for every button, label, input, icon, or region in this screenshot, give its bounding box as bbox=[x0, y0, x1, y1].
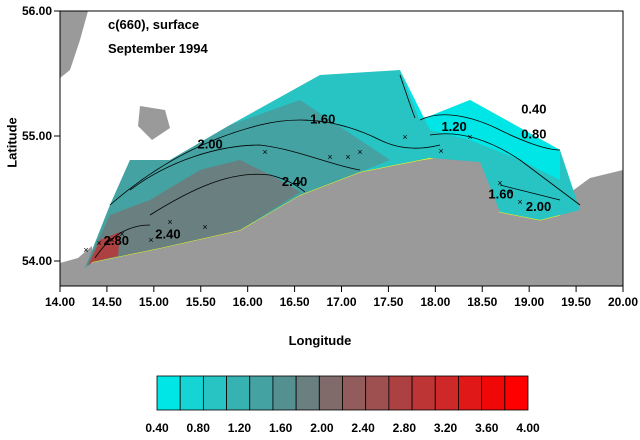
legend-swatch bbox=[481, 375, 506, 411]
contour-label: 2.80 bbox=[104, 233, 129, 248]
y-axis: 54.00 55.00 56.00 bbox=[22, 4, 60, 268]
contour-label: 0.40 bbox=[521, 102, 546, 117]
legend-label: 0.80 bbox=[187, 421, 211, 435]
legend-swatch bbox=[202, 375, 227, 411]
legend-label: 4.00 bbox=[516, 421, 540, 435]
map-subtitle: September 1994 bbox=[108, 41, 208, 56]
x-axis-label: Longitude bbox=[288, 333, 352, 348]
legend-swatch bbox=[272, 375, 297, 411]
x-tick-label: 15.50 bbox=[186, 295, 216, 309]
land-bornholm bbox=[138, 106, 170, 140]
legend-swatch bbox=[318, 375, 343, 411]
contour-label: 1.20 bbox=[441, 119, 466, 134]
legend-label: 1.20 bbox=[228, 421, 252, 435]
x-tick-label: 15.00 bbox=[139, 295, 169, 309]
color-legend: 0.40 0.80 1.20 1.60 2.00 2.40 2.80 3.20 3.60 4.00 bbox=[145, 375, 540, 435]
contour-line bbox=[149, 173, 306, 216]
contour-line bbox=[419, 114, 561, 151]
x-tick-label: 19.00 bbox=[514, 295, 544, 309]
legend-swatch bbox=[179, 375, 204, 411]
legend-label: 1.60 bbox=[269, 421, 293, 435]
legend-swatch bbox=[156, 375, 181, 411]
station-marker: × bbox=[83, 245, 88, 255]
map-title: c(660), surface bbox=[108, 17, 200, 32]
station-marker: × bbox=[167, 217, 172, 227]
contour-line bbox=[129, 144, 361, 191]
legend-swatch bbox=[365, 375, 390, 411]
x-tick-label: 14.00 bbox=[45, 295, 75, 309]
land-sweden bbox=[60, 11, 88, 78]
legend-label: 2.40 bbox=[351, 421, 375, 435]
legend-swatch bbox=[434, 375, 459, 411]
legend-swatch bbox=[295, 375, 320, 411]
y-axis-label: Latitude bbox=[4, 117, 20, 168]
contour-line bbox=[499, 184, 561, 201]
legend-swatch bbox=[504, 375, 529, 411]
contour-label: 2.40 bbox=[282, 174, 307, 189]
land-west bbox=[60, 246, 92, 286]
station-marker: × bbox=[202, 222, 207, 232]
legend-swatch bbox=[226, 375, 251, 411]
legend-label: 3.20 bbox=[434, 421, 458, 435]
x-tick-label: 20.00 bbox=[608, 295, 638, 309]
concentration-field bbox=[85, 70, 580, 268]
contour-line bbox=[399, 74, 416, 119]
x-tick-label: 14.50 bbox=[92, 295, 122, 309]
legend-label: 0.40 bbox=[145, 421, 169, 435]
contour-lines bbox=[94, 74, 581, 259]
y-tick-label: 54.00 bbox=[22, 254, 52, 268]
legend-label: 3.60 bbox=[475, 421, 499, 435]
legend-swatch bbox=[388, 375, 413, 411]
y-tick-label: 56.00 bbox=[22, 4, 52, 18]
station-marker: × bbox=[96, 238, 101, 248]
station-marker: × bbox=[497, 178, 502, 188]
contour-label: 1.60 bbox=[488, 187, 513, 202]
field-high bbox=[86, 160, 300, 266]
legend-label: 2.80 bbox=[393, 421, 417, 435]
x-tick-label: 16.50 bbox=[280, 295, 310, 309]
station-marker: × bbox=[148, 235, 153, 245]
contour-label: 0.80 bbox=[521, 127, 546, 142]
station-marker: × bbox=[345, 152, 350, 162]
legend-swatch bbox=[458, 375, 483, 411]
legend-swatch bbox=[249, 375, 274, 411]
legend-label: 2.00 bbox=[310, 421, 334, 435]
station-marker: × bbox=[327, 152, 332, 162]
station-marker: × bbox=[109, 235, 114, 245]
x-tick-label: 16.00 bbox=[233, 295, 263, 309]
station-marker: × bbox=[402, 132, 407, 142]
station-marker: × bbox=[467, 132, 472, 142]
field-min bbox=[400, 70, 560, 180]
station-marker: × bbox=[438, 146, 443, 156]
contour-line bbox=[429, 133, 581, 206]
contour-label: 2.00 bbox=[197, 137, 222, 152]
legend-swatch bbox=[342, 375, 367, 411]
station-marker: × bbox=[507, 187, 512, 197]
x-tick-label: 18.00 bbox=[420, 295, 450, 309]
x-tick-label: 17.50 bbox=[373, 295, 403, 309]
x-tick-label: 17.00 bbox=[326, 295, 356, 309]
station-marker: × bbox=[517, 197, 522, 207]
x-tick-label: 18.50 bbox=[467, 295, 497, 309]
field-peak bbox=[88, 232, 120, 266]
contour-label: 1.60 bbox=[310, 112, 335, 127]
x-axis: 14.00 14.50 15.00 15.50 16.00 16.50 17.00 17.50… bbox=[45, 286, 638, 309]
y-tick-label: 55.00 bbox=[22, 129, 52, 143]
contour-label: 2.00 bbox=[526, 199, 551, 214]
contour-line bbox=[109, 119, 441, 206]
x-tick-label: 19.50 bbox=[561, 295, 591, 309]
station-marker: × bbox=[262, 147, 267, 157]
sampling-stations: × × × × × × × × × × × × × × × × × × bbox=[83, 132, 522, 255]
contour-line bbox=[94, 224, 151, 259]
station-marker: × bbox=[119, 229, 124, 239]
contour-label: 2.40 bbox=[155, 227, 180, 242]
station-marker: × bbox=[357, 147, 362, 157]
station-marker: × bbox=[297, 177, 302, 187]
legend-swatch bbox=[411, 375, 436, 411]
contour-labels: 0.40 0.80 1.20 1.60 1.60 2.00 2.00 2.40 2.40 2.80 bbox=[104, 102, 552, 248]
